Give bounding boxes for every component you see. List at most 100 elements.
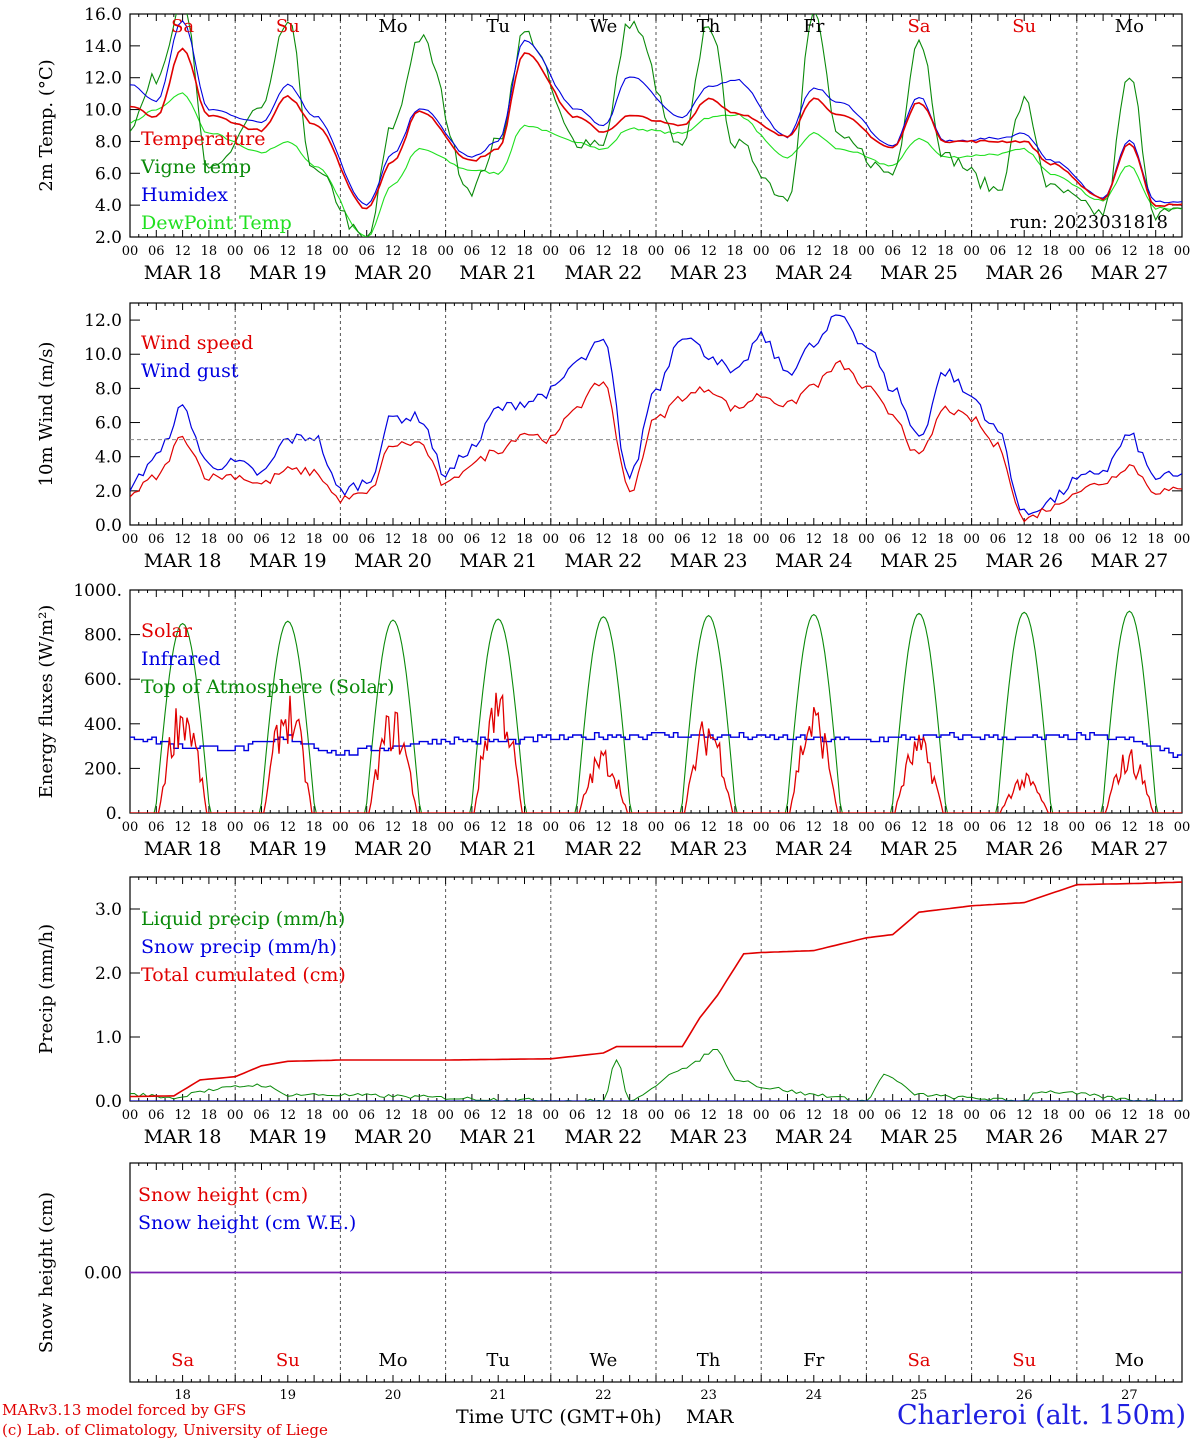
- hour-tick-label: 00: [753, 532, 770, 547]
- hour-tick-label: 12: [490, 244, 507, 259]
- weekday-label: We: [590, 16, 618, 37]
- series-line-wind-gust: [130, 314, 1182, 516]
- legend-label: Vigne temp: [140, 156, 251, 178]
- hour-tick-label: 18: [832, 820, 849, 835]
- series-line-vigne-temp: [130, 14, 1182, 237]
- hour-tick-label: 12: [1016, 820, 1033, 835]
- date-label: MAR 24: [775, 838, 853, 860]
- legend-label: Snow height (cm): [138, 1184, 308, 1206]
- hour-tick-label: 18: [306, 532, 323, 547]
- hour-tick-label: 06: [884, 244, 901, 259]
- hour-tick-label: 00: [1069, 244, 1086, 259]
- hour-tick-label: 06: [464, 244, 481, 259]
- hour-tick-label: 12: [490, 532, 507, 547]
- hour-tick-label: 18: [516, 1108, 533, 1123]
- y-tick-label: 10.0: [84, 345, 122, 365]
- hour-tick-label: 00: [1069, 532, 1086, 547]
- date-label: MAR 20: [354, 550, 432, 572]
- hour-tick-label: 06: [148, 820, 165, 835]
- legend-label: Wind speed: [141, 332, 253, 354]
- hour-tick-label: 12: [911, 244, 928, 259]
- hour-tick-label: 00: [437, 1108, 454, 1123]
- hour-tick-label: 12: [806, 532, 823, 547]
- date-label: MAR 22: [565, 262, 643, 284]
- hour-tick-label: 00: [437, 532, 454, 547]
- run-label: run: 2023031818: [1010, 212, 1168, 233]
- hour-tick-label: 06: [464, 1108, 481, 1123]
- hour-tick-label: 18: [516, 820, 533, 835]
- date-label: MAR 18: [144, 550, 222, 572]
- plot-frame: [129, 13, 1183, 238]
- date-label: MAR 23: [670, 262, 748, 284]
- hour-tick-label: 00: [858, 532, 875, 547]
- day-number-label: 20: [385, 1388, 402, 1403]
- hour-tick-label: 18: [621, 244, 638, 259]
- hour-tick-label: 12: [595, 820, 612, 835]
- plot-frame: [129, 589, 1183, 814]
- hour-tick-label: 18: [306, 244, 323, 259]
- credit-lab: (c) Lab. of Climatology, University of L…: [2, 1421, 328, 1439]
- date-label: MAR 22: [565, 1126, 643, 1148]
- y-tick-label: 12.0: [84, 311, 122, 331]
- date-label: MAR 19: [249, 550, 327, 572]
- day-number-label: 26: [1016, 1388, 1033, 1403]
- hour-tick-label: 18: [621, 1108, 638, 1123]
- y-tick-label: 8.0: [95, 132, 122, 152]
- hour-tick-label: 12: [174, 532, 191, 547]
- hour-tick-label: 06: [990, 244, 1007, 259]
- hour-tick-label: 06: [1095, 1108, 1112, 1123]
- hour-tick-label: 18: [621, 532, 638, 547]
- hour-tick-label: 06: [253, 820, 270, 835]
- hour-tick-label: 18: [1147, 532, 1164, 547]
- series-line-wind-speed: [130, 359, 1182, 523]
- hour-tick-label: 00: [227, 244, 244, 259]
- y-axis-title: 10m Wind (m/s): [36, 342, 57, 487]
- hour-tick-label: 18: [937, 244, 954, 259]
- legend-label: Total cumulated (cm): [141, 964, 346, 986]
- y-tick-label: 0.0: [95, 516, 122, 536]
- date-label: MAR 23: [670, 838, 748, 860]
- hour-tick-label: 00: [858, 820, 875, 835]
- date-label: MAR 19: [249, 1126, 327, 1148]
- weekday-label: Su: [1012, 16, 1036, 37]
- date-label: MAR 26: [985, 262, 1063, 284]
- hour-tick-label: 12: [1121, 820, 1138, 835]
- y-tick-label: 8.0: [95, 379, 122, 399]
- hour-tick-label: 00: [963, 820, 980, 835]
- hour-tick-label: 06: [1095, 532, 1112, 547]
- hour-tick-label: 18: [832, 532, 849, 547]
- weekday-label: Th: [697, 1350, 721, 1371]
- hour-tick-label: 00: [1174, 532, 1191, 547]
- hour-tick-label: 00: [753, 244, 770, 259]
- panel-4: 00 06 12 18 MAR 18 00 06 12 18 MAR 19 00 06 12 18 MAR …: [36, 876, 1190, 1148]
- y-tick-label: 3.0: [95, 900, 122, 920]
- day-number-label: 24: [806, 1388, 823, 1403]
- hour-tick-label: 06: [779, 820, 796, 835]
- date-label: MAR 20: [354, 262, 432, 284]
- series-line-toa-solar: [130, 610, 1182, 813]
- y-tick-label: 1.0: [95, 1028, 122, 1048]
- y-tick-label: 10.0: [84, 101, 122, 121]
- hour-tick-label: 00: [227, 1108, 244, 1123]
- panel-3: 00 06 12 18 MAR 18 00 06 12 18 MAR 19 00 06 12 18 MAR …: [36, 581, 1190, 860]
- y-tick-label: 2.0: [95, 482, 122, 502]
- hour-tick-label: 12: [385, 820, 402, 835]
- y-tick-label: 400.: [84, 715, 122, 735]
- x-axis-month: MAR: [686, 1406, 734, 1428]
- hour-tick-label: 06: [884, 532, 901, 547]
- y-tick-label: 14.0: [84, 37, 122, 57]
- hour-tick-label: 00: [437, 820, 454, 835]
- weekday-label: We: [590, 1350, 618, 1371]
- date-label: MAR 26: [985, 550, 1063, 572]
- hour-tick-label: 18: [832, 1108, 849, 1123]
- hour-tick-label: 12: [700, 1108, 717, 1123]
- hour-tick-label: 00: [1174, 820, 1191, 835]
- legend-label: Solar: [141, 620, 193, 642]
- legend-label: Top of Atmosphere (Solar): [141, 676, 394, 698]
- hour-tick-label: 00: [437, 244, 454, 259]
- hour-tick-label: 18: [516, 244, 533, 259]
- hour-tick-label: 12: [806, 1108, 823, 1123]
- weekday-label: Fr: [803, 16, 824, 37]
- hour-tick-label: 12: [1016, 244, 1033, 259]
